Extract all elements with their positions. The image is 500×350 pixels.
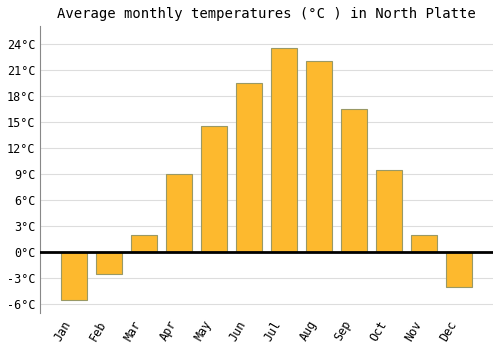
Bar (96, 252, 122, 274)
Bar (341, 109, 367, 252)
Bar (271, 48, 297, 252)
Bar (166, 174, 192, 252)
Bar (201, 126, 228, 252)
Bar (236, 83, 262, 252)
Bar (306, 61, 332, 252)
Bar (376, 170, 402, 252)
Bar (411, 235, 438, 252)
Bar (446, 252, 472, 287)
Title: Average monthly temperatures (°C ) in North Platte: Average monthly temperatures (°C ) in No… (58, 7, 476, 21)
Bar (61, 252, 87, 300)
Bar (131, 235, 157, 252)
